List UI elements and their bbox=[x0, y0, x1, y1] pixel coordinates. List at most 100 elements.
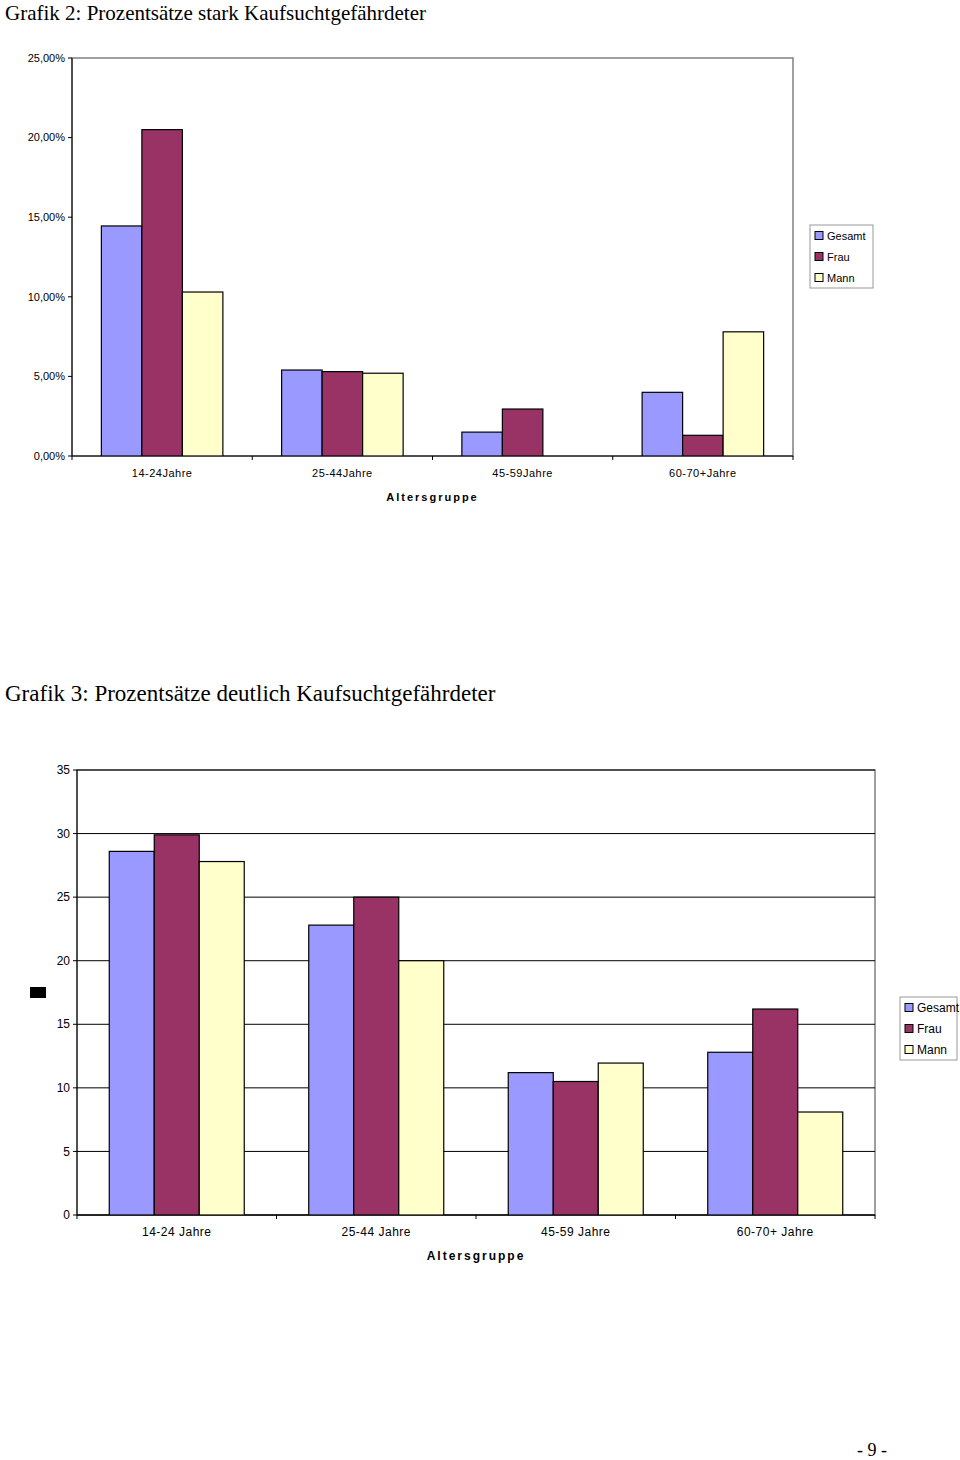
y-tick-label: 20,00% bbox=[28, 131, 66, 143]
y-tick bbox=[68, 217, 72, 218]
page-number: - 9 - bbox=[857, 1440, 887, 1460]
bar bbox=[101, 226, 142, 456]
bar bbox=[354, 897, 399, 1215]
y-tick bbox=[73, 1087, 77, 1088]
artifact bbox=[30, 987, 46, 998]
legend-swatch bbox=[905, 1046, 913, 1054]
legend-box bbox=[810, 225, 873, 288]
y-tick bbox=[73, 770, 77, 771]
y-tick-label: 10 bbox=[57, 1081, 71, 1095]
x-tick bbox=[675, 1215, 676, 1219]
bar bbox=[543, 455, 584, 456]
bar bbox=[399, 961, 444, 1215]
legend-swatch bbox=[905, 1025, 913, 1033]
x-tick bbox=[793, 456, 794, 460]
x-tick-label: 45-59 Jahre bbox=[541, 1225, 611, 1239]
y-tick-label: 5,00% bbox=[34, 370, 65, 382]
grid-line bbox=[77, 833, 875, 834]
x-tick bbox=[875, 1215, 876, 1219]
y-tick bbox=[68, 456, 72, 457]
x-axis-label: Altersgruppe bbox=[386, 491, 478, 503]
y-tick-label: 0,00% bbox=[34, 450, 65, 462]
legend-label: Frau bbox=[917, 1022, 942, 1036]
x-tick-label: 14-24 Jahre bbox=[142, 1225, 212, 1239]
y-tick-label: 20 bbox=[57, 954, 71, 968]
bar bbox=[363, 373, 404, 456]
x-tick-label: 60-70+ Jahre bbox=[737, 1225, 814, 1239]
x-tick-label: 45-59Jahre bbox=[492, 467, 553, 479]
bar bbox=[642, 392, 683, 456]
x-tick-label: 14-24Jahre bbox=[132, 467, 193, 479]
legend: Gesamt Frau Mann bbox=[810, 225, 873, 288]
legend-label: Mann bbox=[917, 1043, 947, 1057]
legend-label: Gesamt bbox=[917, 1001, 960, 1015]
y-tick bbox=[68, 137, 72, 138]
bars bbox=[101, 130, 763, 456]
bar bbox=[723, 332, 764, 456]
bar bbox=[598, 1063, 643, 1215]
plot-frame bbox=[72, 58, 793, 456]
chart: Grafik 3: Prozentsätze deutlich Kaufsuch… bbox=[5, 681, 960, 1263]
bar bbox=[142, 130, 183, 456]
bar bbox=[199, 862, 244, 1215]
y-tick bbox=[73, 1024, 77, 1025]
bar bbox=[309, 925, 354, 1215]
x-tick bbox=[252, 456, 253, 460]
y-tick-label: 10,00% bbox=[28, 291, 66, 303]
y-tick bbox=[73, 833, 77, 834]
page: Grafik 2: Prozentsätze stark Kaufsuchtge… bbox=[0, 0, 960, 1460]
y-tick-label: 15,00% bbox=[28, 211, 66, 223]
y-axis bbox=[77, 770, 78, 1215]
chart-title: Grafik 2: Prozentsätze stark Kaufsuchtge… bbox=[5, 1, 426, 25]
bar bbox=[109, 851, 154, 1215]
x-tick-label: 25-44 Jahre bbox=[341, 1225, 411, 1239]
legend: Gesamt Frau Mann bbox=[900, 997, 960, 1060]
y-tick-label: 25,00% bbox=[28, 52, 66, 64]
legend-label: Mann bbox=[827, 272, 855, 284]
bar bbox=[282, 370, 323, 456]
y-tick bbox=[68, 58, 72, 59]
bar bbox=[683, 435, 724, 456]
y-tick-label: 0 bbox=[63, 1208, 70, 1222]
legend-swatch bbox=[815, 232, 823, 240]
y-tick-label: 35 bbox=[57, 763, 71, 777]
bar bbox=[708, 1052, 753, 1215]
legend-swatch bbox=[905, 1004, 913, 1012]
bar bbox=[502, 409, 543, 456]
y-tick-label: 5 bbox=[63, 1145, 70, 1159]
bar bbox=[553, 1082, 598, 1216]
legend-label: Gesamt bbox=[827, 230, 866, 242]
chart-title: Grafik 3: Prozentsätze deutlich Kaufsuch… bbox=[5, 681, 496, 706]
y-axis bbox=[72, 58, 73, 456]
bar bbox=[154, 835, 199, 1215]
x-tick bbox=[72, 456, 73, 460]
x-tick bbox=[612, 456, 613, 460]
x-tick bbox=[432, 456, 433, 460]
x-tick bbox=[276, 1215, 277, 1219]
legend-swatch bbox=[815, 253, 823, 261]
y-tick bbox=[68, 376, 72, 377]
y-tick bbox=[73, 960, 77, 961]
plot-frame bbox=[77, 770, 875, 1215]
y-tick bbox=[73, 897, 77, 898]
legend-swatch bbox=[815, 274, 823, 282]
y-tick-label: 25 bbox=[57, 890, 71, 904]
y-tick-label: 30 bbox=[57, 827, 71, 841]
chart: Grafik 2: Prozentsätze stark Kaufsuchtge… bbox=[5, 1, 873, 503]
grid-line bbox=[77, 770, 875, 771]
x-tick bbox=[476, 1215, 477, 1219]
legend-label: Frau bbox=[827, 251, 850, 263]
bar bbox=[508, 1073, 553, 1215]
y-tick bbox=[73, 1151, 77, 1152]
x-axis-label: Altersgruppe bbox=[427, 1249, 526, 1263]
bar bbox=[182, 292, 223, 456]
bar bbox=[322, 372, 363, 456]
x-tick-label: 25-44Jahre bbox=[312, 467, 373, 479]
x-tick bbox=[77, 1215, 78, 1219]
bar bbox=[753, 1009, 798, 1215]
x-tick-label: 60-70+Jahre bbox=[669, 467, 737, 479]
bar bbox=[798, 1112, 843, 1215]
bar bbox=[462, 432, 503, 456]
y-tick bbox=[73, 1215, 77, 1216]
y-tick-label: 15 bbox=[57, 1017, 71, 1031]
